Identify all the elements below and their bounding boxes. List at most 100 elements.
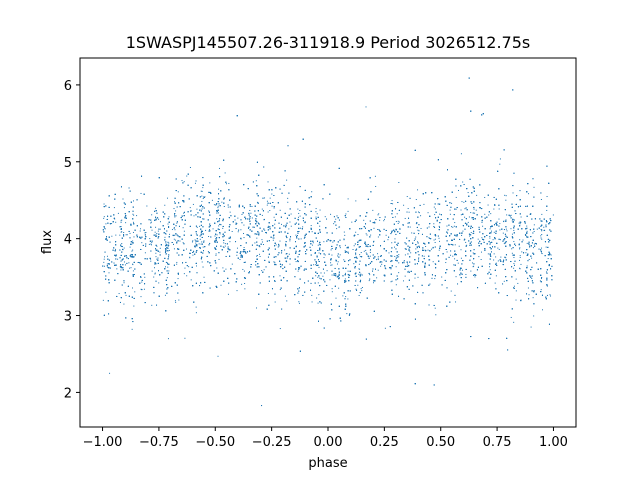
data-point <box>467 192 469 194</box>
data-point <box>375 185 377 187</box>
data-point <box>387 239 389 241</box>
data-point <box>239 259 241 261</box>
data-point <box>215 240 217 242</box>
data-point <box>369 274 371 276</box>
data-point <box>457 262 459 264</box>
data-point <box>502 232 504 234</box>
data-point <box>519 248 521 250</box>
data-point <box>312 242 314 244</box>
data-point <box>125 294 127 296</box>
data-point <box>290 213 292 215</box>
data-point <box>524 233 526 235</box>
data-point <box>353 263 355 265</box>
data-point <box>192 203 194 205</box>
data-point <box>156 232 158 234</box>
data-point <box>361 290 363 292</box>
data-point <box>244 249 246 251</box>
data-point <box>455 276 457 278</box>
data-point <box>300 238 302 240</box>
data-point <box>243 270 245 272</box>
data-point <box>222 267 224 269</box>
data-point <box>216 234 218 236</box>
data-point <box>104 227 106 229</box>
data-point <box>256 201 258 203</box>
data-point <box>123 282 125 284</box>
data-point <box>299 209 301 211</box>
data-point <box>380 265 382 267</box>
data-point <box>208 210 210 212</box>
data-point <box>290 225 292 227</box>
data-point <box>132 287 133 289</box>
data-point <box>324 254 326 256</box>
data-point <box>120 220 122 222</box>
data-point <box>132 231 134 233</box>
data-point <box>460 153 462 155</box>
data-point <box>199 238 201 240</box>
data-point <box>263 269 265 271</box>
data-point <box>200 190 202 192</box>
data-point <box>185 248 187 250</box>
data-point <box>467 221 469 223</box>
data-point <box>434 241 436 243</box>
data-point <box>511 233 513 235</box>
data-point <box>285 253 287 255</box>
data-point <box>326 270 328 272</box>
data-point <box>399 228 401 230</box>
data-point <box>220 284 222 286</box>
data-point <box>489 237 491 239</box>
data-point <box>480 259 482 260</box>
data-point <box>168 249 170 251</box>
data-point <box>102 299 104 301</box>
data-point <box>379 219 381 221</box>
data-point <box>154 267 155 269</box>
data-point <box>145 231 147 233</box>
data-point <box>533 224 535 226</box>
data-point <box>338 287 340 289</box>
data-point <box>488 214 490 216</box>
data-point <box>272 239 274 241</box>
data-point <box>132 213 134 215</box>
data-point <box>174 234 176 236</box>
data-point <box>489 243 491 245</box>
data-point <box>195 306 197 308</box>
data-point <box>333 273 335 275</box>
data-point <box>262 244 264 246</box>
data-point <box>540 228 542 230</box>
data-point <box>316 255 318 257</box>
data-point <box>103 261 105 263</box>
data-point <box>497 247 499 249</box>
data-point <box>119 226 121 228</box>
data-point <box>146 205 148 207</box>
data-point <box>513 241 515 243</box>
data-point <box>229 211 231 213</box>
data-point <box>256 254 258 256</box>
data-point <box>446 251 448 253</box>
data-point <box>123 247 125 249</box>
data-point <box>284 232 286 234</box>
data-point <box>383 218 385 220</box>
data-point <box>158 218 160 220</box>
data-point <box>339 247 341 249</box>
data-point <box>519 223 521 225</box>
data-point <box>202 246 204 248</box>
data-point <box>298 212 300 214</box>
data-point <box>271 193 273 195</box>
data-point <box>267 211 269 213</box>
data-point <box>478 256 480 258</box>
data-point <box>131 243 133 245</box>
data-point <box>424 249 426 251</box>
data-point <box>158 228 160 230</box>
data-point <box>174 239 176 241</box>
data-point <box>369 251 371 253</box>
data-point <box>513 229 515 231</box>
data-point <box>201 195 203 197</box>
data-point <box>488 241 490 243</box>
data-point <box>520 216 522 218</box>
data-point <box>267 292 269 294</box>
data-point <box>255 180 257 182</box>
data-point <box>344 250 346 252</box>
data-point <box>493 253 495 255</box>
data-point <box>526 227 528 229</box>
data-point <box>365 106 367 108</box>
data-point <box>304 222 306 224</box>
